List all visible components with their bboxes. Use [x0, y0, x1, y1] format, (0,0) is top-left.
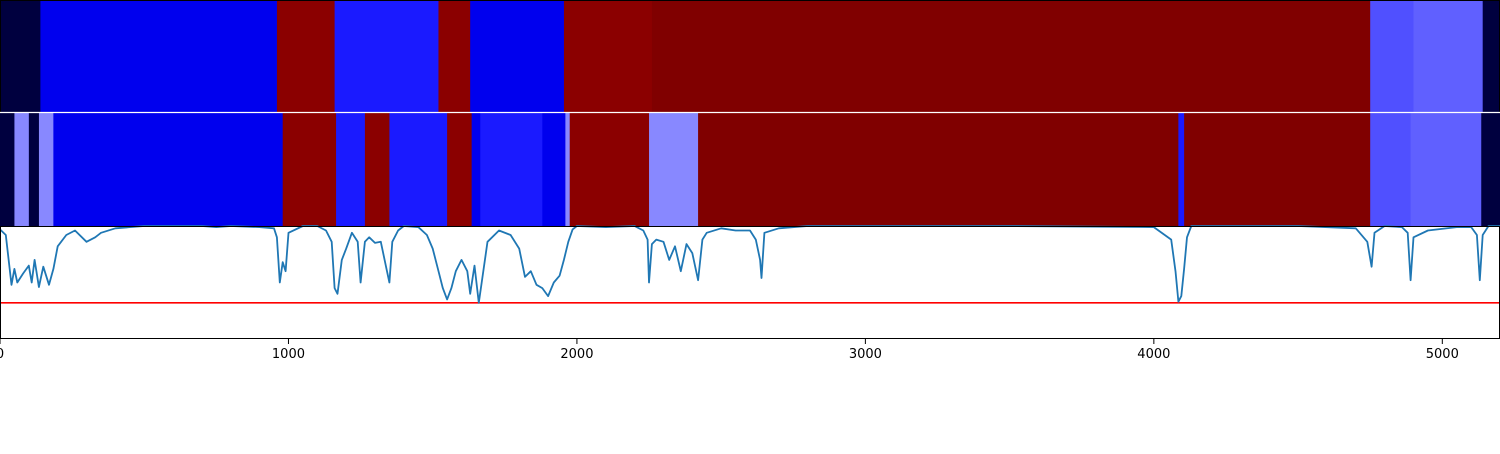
strip-bottom-segment-18 — [1184, 113, 1371, 226]
strip-bottom-segment-12 — [542, 113, 566, 226]
strip-bottom-segment-6 — [336, 113, 366, 226]
strip-top-segment-1 — [40, 0, 278, 113]
x-tick-label-3000: 3000 — [849, 347, 882, 362]
strip-bottom-segment-15 — [649, 113, 699, 226]
strip-bottom-segment-16 — [698, 113, 1179, 226]
strip-bottom — [0, 113, 1500, 226]
strip-bottom-segment-3 — [38, 113, 54, 226]
strip-top-segment-8 — [1370, 0, 1414, 113]
x-tick-label-1000: 1000 — [272, 347, 305, 362]
strip-bottom-segment-5 — [282, 113, 337, 226]
x-tick-label-4000: 4000 — [1137, 347, 1170, 362]
line-panel-background — [0, 226, 1500, 339]
strip-bottom-segment-9 — [447, 113, 473, 226]
strip-bottom-segment-14 — [569, 113, 650, 226]
strip-bottom-segment-10 — [471, 113, 481, 226]
strip-bottom-segment-17 — [1178, 113, 1185, 226]
strip-bottom-segment-20 — [1410, 113, 1482, 226]
strip-top-segment-9 — [1413, 0, 1484, 113]
x-axis: 0 1000 2000 3000 4000 5000 — [0, 339, 1459, 362]
strip-bottom-segment-4 — [53, 113, 284, 226]
strip-bottom-segment-21 — [1481, 113, 1500, 226]
strip-top-segment-6 — [563, 0, 653, 113]
line-panel — [0, 225, 1500, 339]
strip-bottom-segment-2 — [28, 113, 40, 226]
strip-top-segment-0 — [0, 0, 41, 113]
x-tick-label-5000: 5000 — [1426, 347, 1459, 362]
strip-bottom-segment-0 — [0, 113, 15, 226]
strip-top-segment-5 — [470, 0, 565, 113]
strip-bottom-segment-1 — [14, 113, 30, 226]
strip-bottom-segment-7 — [364, 113, 390, 226]
strip-bottom-segment-13 — [565, 113, 571, 226]
strip-top-segment-3 — [334, 0, 439, 113]
strip-top — [0, 0, 1500, 113]
strip-bottom-segment-19 — [1370, 113, 1412, 226]
strip-top-segment-4 — [438, 0, 471, 113]
strip-top-segment-2 — [276, 0, 336, 113]
x-tick-label-2000: 2000 — [560, 347, 593, 362]
strip-top-segment-10 — [1482, 0, 1500, 113]
strip-bottom-segment-8 — [389, 113, 448, 226]
strip-bottom-segment-11 — [480, 113, 543, 226]
x-tick-label-0: 0 — [0, 347, 4, 362]
strip-top-segment-7 — [651, 0, 1371, 113]
